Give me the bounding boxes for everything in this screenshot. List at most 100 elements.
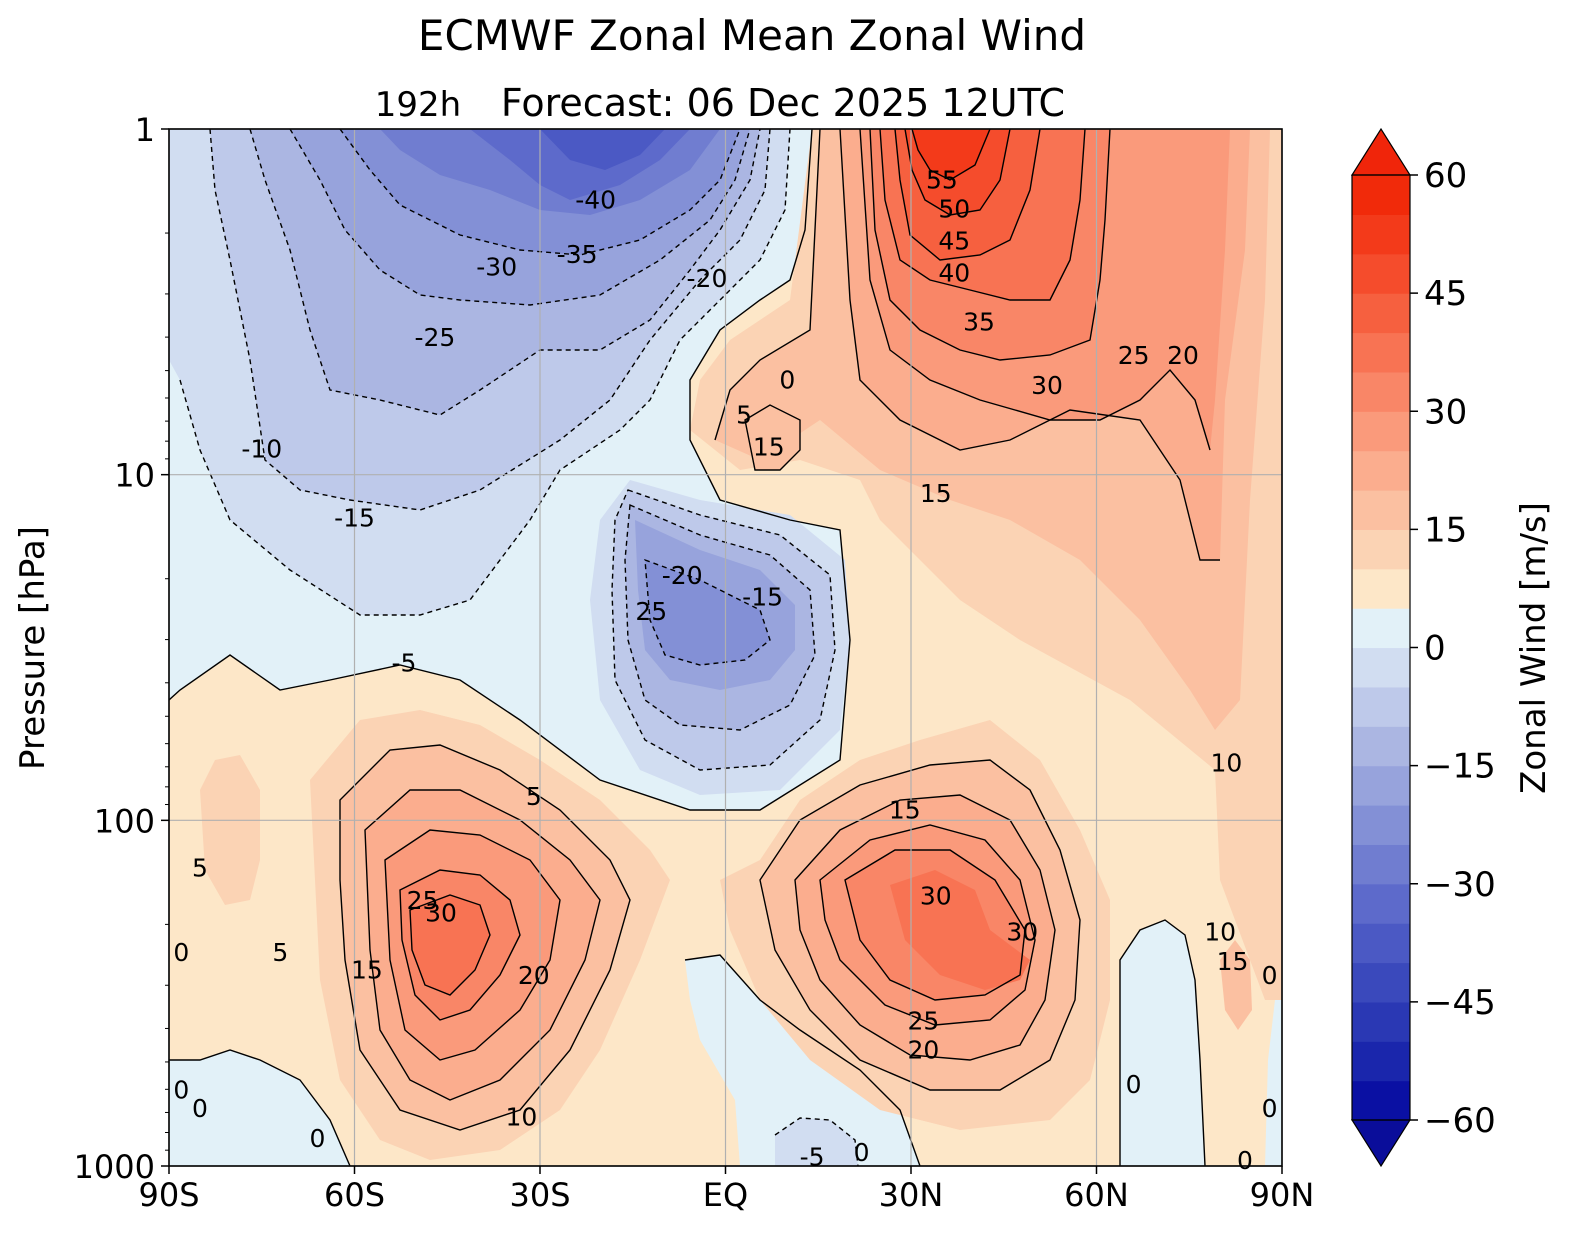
contour-surface-c: [1119, 919, 1206, 1166]
contour-label: 0: [192, 1094, 208, 1123]
x-tick-label: 30N: [879, 1176, 944, 1214]
colorbar-bin: [1352, 1080, 1410, 1121]
contour-label: -15: [742, 582, 783, 611]
chart-title: ECMWF Zonal Mean Zonal Wind: [418, 11, 1086, 60]
y-axis-label: Pressure [hPa]: [13, 526, 53, 770]
x-axis: 90S 60S 30S EQ 30N 60N 90N: [138, 1166, 1314, 1214]
colorbar-tick-label: 15: [1424, 510, 1467, 550]
colorbar-extend-min: [1350, 1119, 1412, 1168]
colorbar-bin: [1352, 805, 1410, 845]
contour-nh-jet-c: [819, 824, 1036, 1026]
region-surface-east-sh: [169, 1050, 350, 1166]
contour-label: 10: [1204, 918, 1236, 947]
contour-label: 50: [938, 195, 970, 224]
contour-label: 0: [1262, 1094, 1278, 1123]
chart-subtitle: Forecast: 06 Dec 2025 12UTC: [501, 81, 1065, 125]
colorbar-bin: [1352, 1041, 1410, 1082]
contour-label: 10: [1210, 748, 1242, 777]
contour-label: 10: [506, 1103, 538, 1132]
contour-nh-jet-b: [794, 794, 1056, 1061]
contour-label: 25: [1118, 341, 1150, 370]
region-sh-jet-30: [410, 895, 490, 995]
contour-pos-d: [859, 129, 1211, 451]
contour-label: 5: [736, 401, 752, 430]
contour-label: 0: [779, 365, 795, 394]
colorbar-bin: [1352, 253, 1410, 294]
contour-neg-a: [339, 129, 741, 256]
contour-neg-d: [209, 129, 771, 511]
colorbar-extend-max: [1350, 127, 1412, 176]
contour-label: 5: [272, 938, 288, 967]
chart-subtitle-lead: 192h: [375, 85, 461, 125]
contour-label: -15: [334, 503, 375, 532]
colorbar-bin: [1352, 214, 1410, 255]
contour-label: 15: [920, 479, 952, 508]
colorbar-bin: [1352, 686, 1410, 727]
colorbar-bin: [1352, 490, 1410, 530]
y-axis: 1 10 100 1000: [74, 111, 169, 1186]
colorbar-tick-label: −15: [1424, 747, 1496, 787]
x-tick-label: 60N: [1064, 1176, 1129, 1214]
contour-sh-jet-a: [339, 744, 631, 1131]
contour-label: -5: [391, 649, 416, 678]
contour-label: 5: [526, 782, 542, 811]
contour-label: -20: [687, 264, 728, 293]
colorbar-tick-label: 60: [1424, 156, 1467, 196]
y-tick-label: 10: [114, 457, 155, 495]
contour-neg-e: [179, 129, 791, 616]
x-tick-label: 30S: [509, 1176, 570, 1214]
colorbar-bin: [1352, 1001, 1410, 1042]
colorbar-bin: [1352, 647, 1410, 688]
contour-label: 0: [854, 1138, 870, 1167]
contour-label: 30: [1031, 371, 1063, 400]
colorbar-bin: [1352, 608, 1410, 649]
contour-pos-c: [839, 129, 1220, 561]
contour-surface-b: [169, 1049, 351, 1166]
y-tick-label: 1000: [74, 1148, 155, 1186]
contour-neg-f: [624, 503, 816, 731]
contour-label: -5: [800, 1143, 825, 1172]
colorbar-bin: [1352, 332, 1410, 373]
contour-label: 20: [518, 961, 550, 990]
contour-pos-b: [744, 404, 801, 471]
contour-sh-jet-d: [399, 869, 521, 1021]
contour-pos-h: [904, 129, 1011, 216]
region-surface-east-trop-5: [775, 1118, 858, 1166]
colorbar-tick-label: 45: [1424, 274, 1467, 314]
colorbar-bin: [1352, 765, 1410, 806]
colorbar-bin: [1352, 568, 1410, 609]
contour-neg-c: [249, 129, 761, 416]
contour-label: 5: [192, 854, 208, 883]
contour-label: -25: [414, 323, 455, 352]
contour-sh-jet-c: [384, 829, 561, 1061]
region-nh-jet-30: [890, 870, 1030, 990]
contour-pos-e: [869, 129, 1111, 361]
region-east-40: [540, 129, 665, 170]
colorbar-bin: [1352, 411, 1410, 452]
region-surface-east-pole: [1265, 990, 1282, 1166]
contour-pos-g: [894, 129, 1041, 261]
region-surface-east-nh: [1120, 920, 1205, 1166]
colorbar-label: Zonal Wind [m/s]: [1514, 502, 1554, 794]
contour-surface-a: [684, 954, 921, 1166]
contour-label: 0: [173, 1075, 189, 1104]
contour-label: 0: [173, 938, 189, 967]
contour-label: -20: [662, 561, 703, 590]
colorbar-bin: [1352, 883, 1410, 924]
contour-label: 20: [907, 1035, 939, 1064]
colorbar-bin: [1352, 175, 1410, 215]
contour-label: 0: [1262, 961, 1278, 990]
x-tick-label: EQ: [703, 1176, 748, 1214]
contour-pos-f: [879, 129, 1086, 301]
colorbar-tick-label: −45: [1424, 983, 1496, 1023]
colorbar-bin: [1352, 962, 1410, 1003]
colorbar-tick-label: −60: [1424, 1101, 1496, 1141]
colorbar-tick-label: 0: [1424, 629, 1446, 669]
contour-surface-d: [774, 1117, 859, 1166]
contour-label: -10: [241, 434, 282, 463]
region-eq-west: [745, 405, 800, 470]
contour-label: 35: [963, 307, 995, 336]
contour-label: 45: [938, 226, 970, 255]
